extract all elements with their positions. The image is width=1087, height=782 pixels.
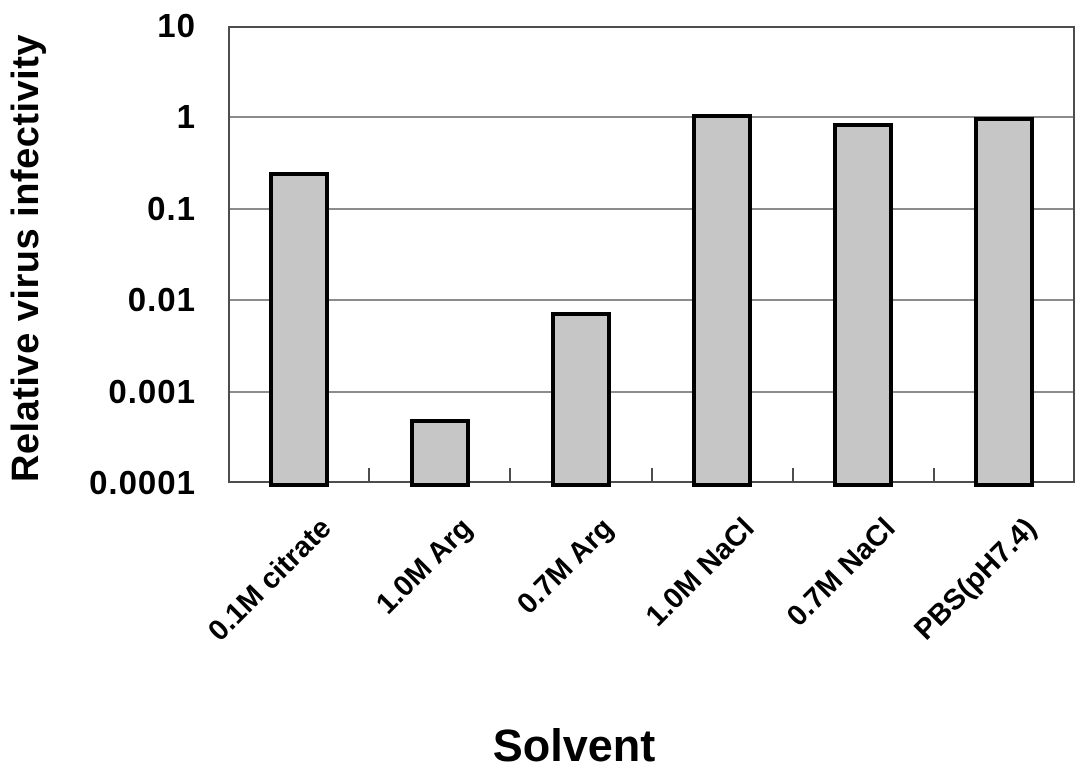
bar	[409, 419, 470, 487]
bar	[974, 117, 1035, 487]
x-axis-tick	[932, 468, 935, 483]
y-tick-label: 1	[176, 98, 196, 136]
y-gridline	[230, 299, 1073, 302]
plot-area	[228, 26, 1075, 483]
x-axis-title: Solvent	[492, 720, 656, 771]
y-tick-label: 10	[157, 7, 196, 44]
x-axis-tick	[650, 468, 653, 483]
bar	[692, 113, 753, 487]
x-tick-label: PBS(pH7.4)	[908, 512, 1044, 647]
y-tick-label: 0.001	[108, 372, 196, 410]
y-gridline	[230, 390, 1073, 393]
y-axis-title: Relative virus infectivity	[5, 33, 47, 483]
x-tick-label: 0.1M citrate	[201, 512, 338, 648]
y-gridline	[230, 116, 1073, 119]
x-tick-label: 0.7M NaCl	[781, 512, 902, 633]
bar	[833, 122, 894, 487]
bar	[268, 172, 329, 487]
x-axis-tick	[509, 468, 512, 483]
y-tick-label: 0.01	[127, 281, 196, 319]
y-tick-label: 0.0001	[89, 464, 196, 501]
y-gridline	[230, 207, 1073, 210]
x-axis-tick	[368, 468, 371, 483]
bar	[550, 311, 611, 487]
x-axis-tick	[791, 468, 794, 483]
y-tick-label: 0.1	[147, 189, 196, 227]
